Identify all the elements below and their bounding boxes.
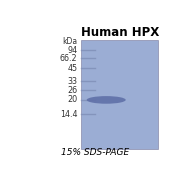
Ellipse shape	[87, 96, 126, 104]
Text: 26: 26	[68, 86, 78, 95]
Text: 14.4: 14.4	[60, 110, 78, 119]
Text: 20: 20	[68, 95, 78, 104]
Text: 15% SDS-PAGE: 15% SDS-PAGE	[61, 148, 129, 157]
Bar	[81, 40, 158, 149]
Text: 66.2: 66.2	[60, 54, 78, 63]
Text: 33: 33	[68, 77, 78, 86]
Text: 45: 45	[68, 64, 78, 73]
Text: 94: 94	[68, 46, 78, 55]
Text: Human HPX: Human HPX	[81, 26, 159, 39]
Text: kDa: kDa	[62, 37, 78, 46]
